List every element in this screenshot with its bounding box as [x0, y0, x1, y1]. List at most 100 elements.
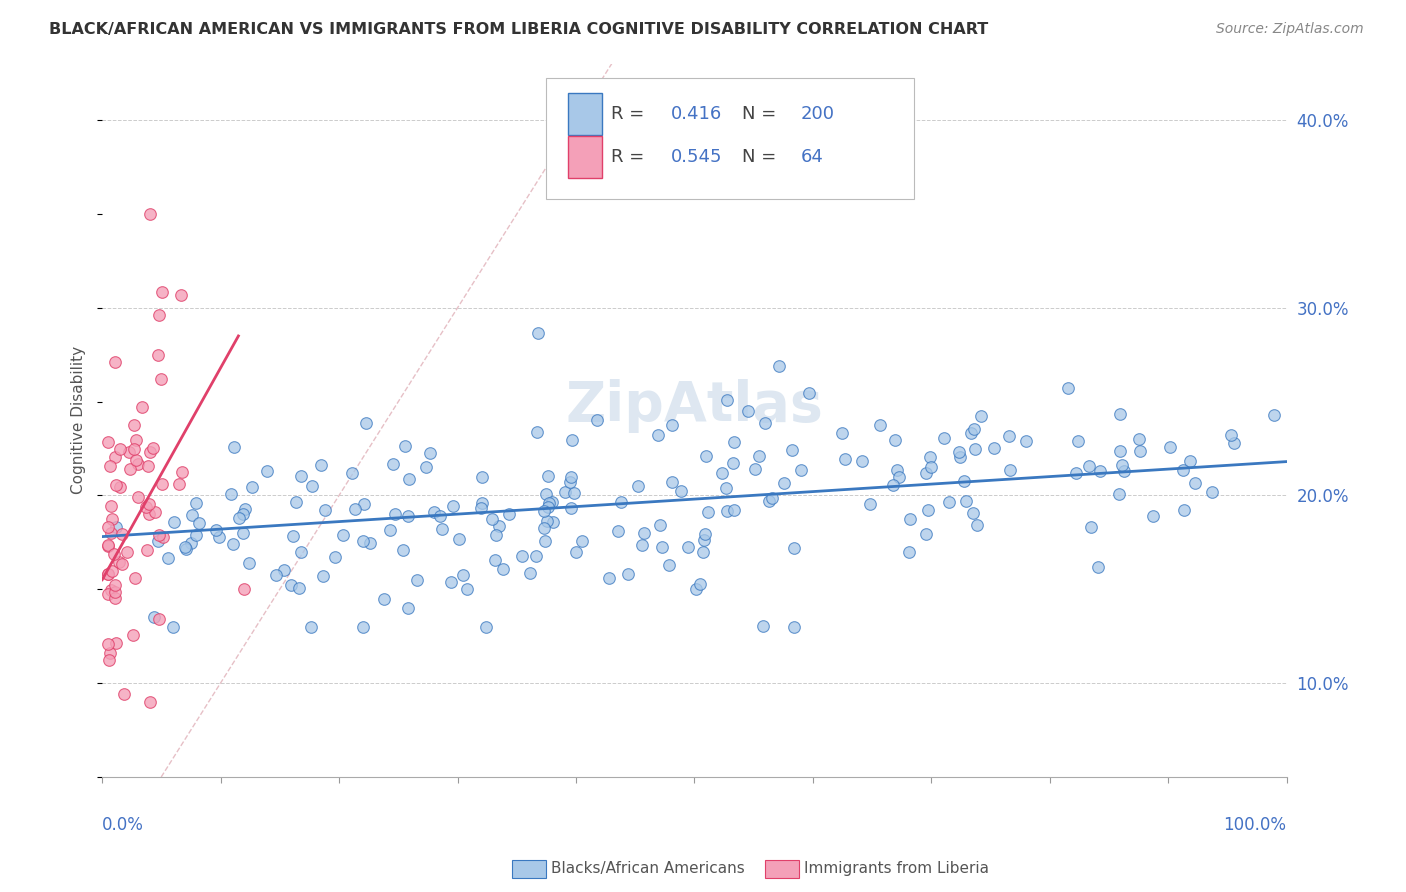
Text: ZipAtlas: ZipAtlas [565, 379, 824, 434]
Point [301, 478, 323, 492]
Point [920, 459, 942, 474]
Text: BLACK/AFRICAN AMERICAN VS IMMIGRANTS FROM LIBERIA COGNITIVE DISABILITY CORRELATI: BLACK/AFRICAN AMERICAN VS IMMIGRANTS FRO… [49, 22, 988, 37]
Point [851, 454, 873, 468]
Point [359, 535, 381, 549]
Text: 0.416: 0.416 [671, 105, 721, 123]
Text: Source: ZipAtlas.com: Source: ZipAtlas.com [1216, 22, 1364, 37]
Point [135, 500, 157, 514]
Point [471, 496, 494, 510]
Point [219, 486, 242, 500]
Point [353, 497, 375, 511]
Point [205, 523, 228, 537]
Point [723, 434, 745, 449]
Point [122, 442, 145, 457]
Point [378, 523, 401, 537]
Point [998, 463, 1021, 477]
Point [104, 477, 127, 491]
Point [898, 512, 921, 526]
Point [536, 514, 558, 528]
Point [156, 550, 179, 565]
Point [342, 467, 364, 481]
Point [711, 467, 734, 481]
Point [1077, 459, 1099, 474]
Point [627, 479, 650, 493]
Point [181, 508, 204, 522]
Point [966, 518, 988, 533]
Point [752, 619, 775, 633]
Point [998, 429, 1021, 443]
Point [127, 457, 149, 471]
Point [332, 528, 354, 542]
Text: R =: R = [612, 105, 651, 123]
Point [696, 505, 718, 519]
Point [541, 495, 564, 509]
Point [398, 509, 420, 524]
Point [661, 417, 683, 432]
Point [598, 571, 620, 585]
Point [138, 695, 160, 709]
Point [97, 520, 120, 534]
Point [797, 386, 820, 401]
Point [737, 404, 759, 418]
Point [104, 578, 127, 592]
Point [952, 474, 974, 488]
Point [485, 527, 508, 541]
Point [834, 452, 856, 467]
Point [97, 539, 120, 553]
Point [124, 417, 146, 432]
Point [554, 484, 576, 499]
Point [172, 465, 194, 479]
Point [889, 470, 911, 484]
Point [422, 505, 444, 519]
Text: R =: R = [612, 148, 651, 166]
Point [256, 464, 278, 478]
Point [1080, 520, 1102, 534]
Point [783, 541, 806, 555]
Point [146, 533, 169, 548]
Point [658, 558, 681, 572]
Point [565, 545, 588, 559]
Text: 100.0%: 100.0% [1223, 816, 1286, 834]
Point [676, 540, 699, 554]
Point [721, 456, 744, 470]
Point [104, 591, 127, 606]
Point [439, 575, 461, 590]
Point [186, 527, 208, 541]
Point [105, 520, 128, 534]
Point [773, 475, 796, 490]
Point [415, 460, 437, 475]
Point [647, 428, 669, 442]
Point [831, 425, 853, 440]
Point [1067, 434, 1090, 449]
Point [115, 545, 138, 559]
Point [352, 619, 374, 633]
Point [949, 450, 972, 464]
Point [233, 501, 256, 516]
Point [1015, 434, 1038, 448]
Point [429, 509, 451, 524]
Point [938, 494, 960, 508]
Point [127, 490, 149, 504]
Point [1263, 409, 1285, 423]
Point [744, 462, 766, 476]
Point [524, 549, 547, 563]
Point [222, 537, 245, 551]
Point [124, 571, 146, 585]
Point [344, 502, 367, 516]
Point [526, 425, 548, 439]
Point [488, 519, 510, 533]
Point [869, 417, 891, 432]
Point [314, 503, 336, 517]
Point [187, 516, 209, 530]
Point [562, 486, 585, 500]
Point [138, 497, 160, 511]
Point [148, 612, 170, 626]
Point [138, 508, 160, 522]
Text: 200: 200 [801, 105, 835, 123]
Point [107, 555, 129, 569]
Point [100, 499, 122, 513]
Point [136, 458, 159, 473]
Point [100, 564, 122, 578]
Point [897, 544, 920, 558]
Point [1064, 466, 1087, 480]
